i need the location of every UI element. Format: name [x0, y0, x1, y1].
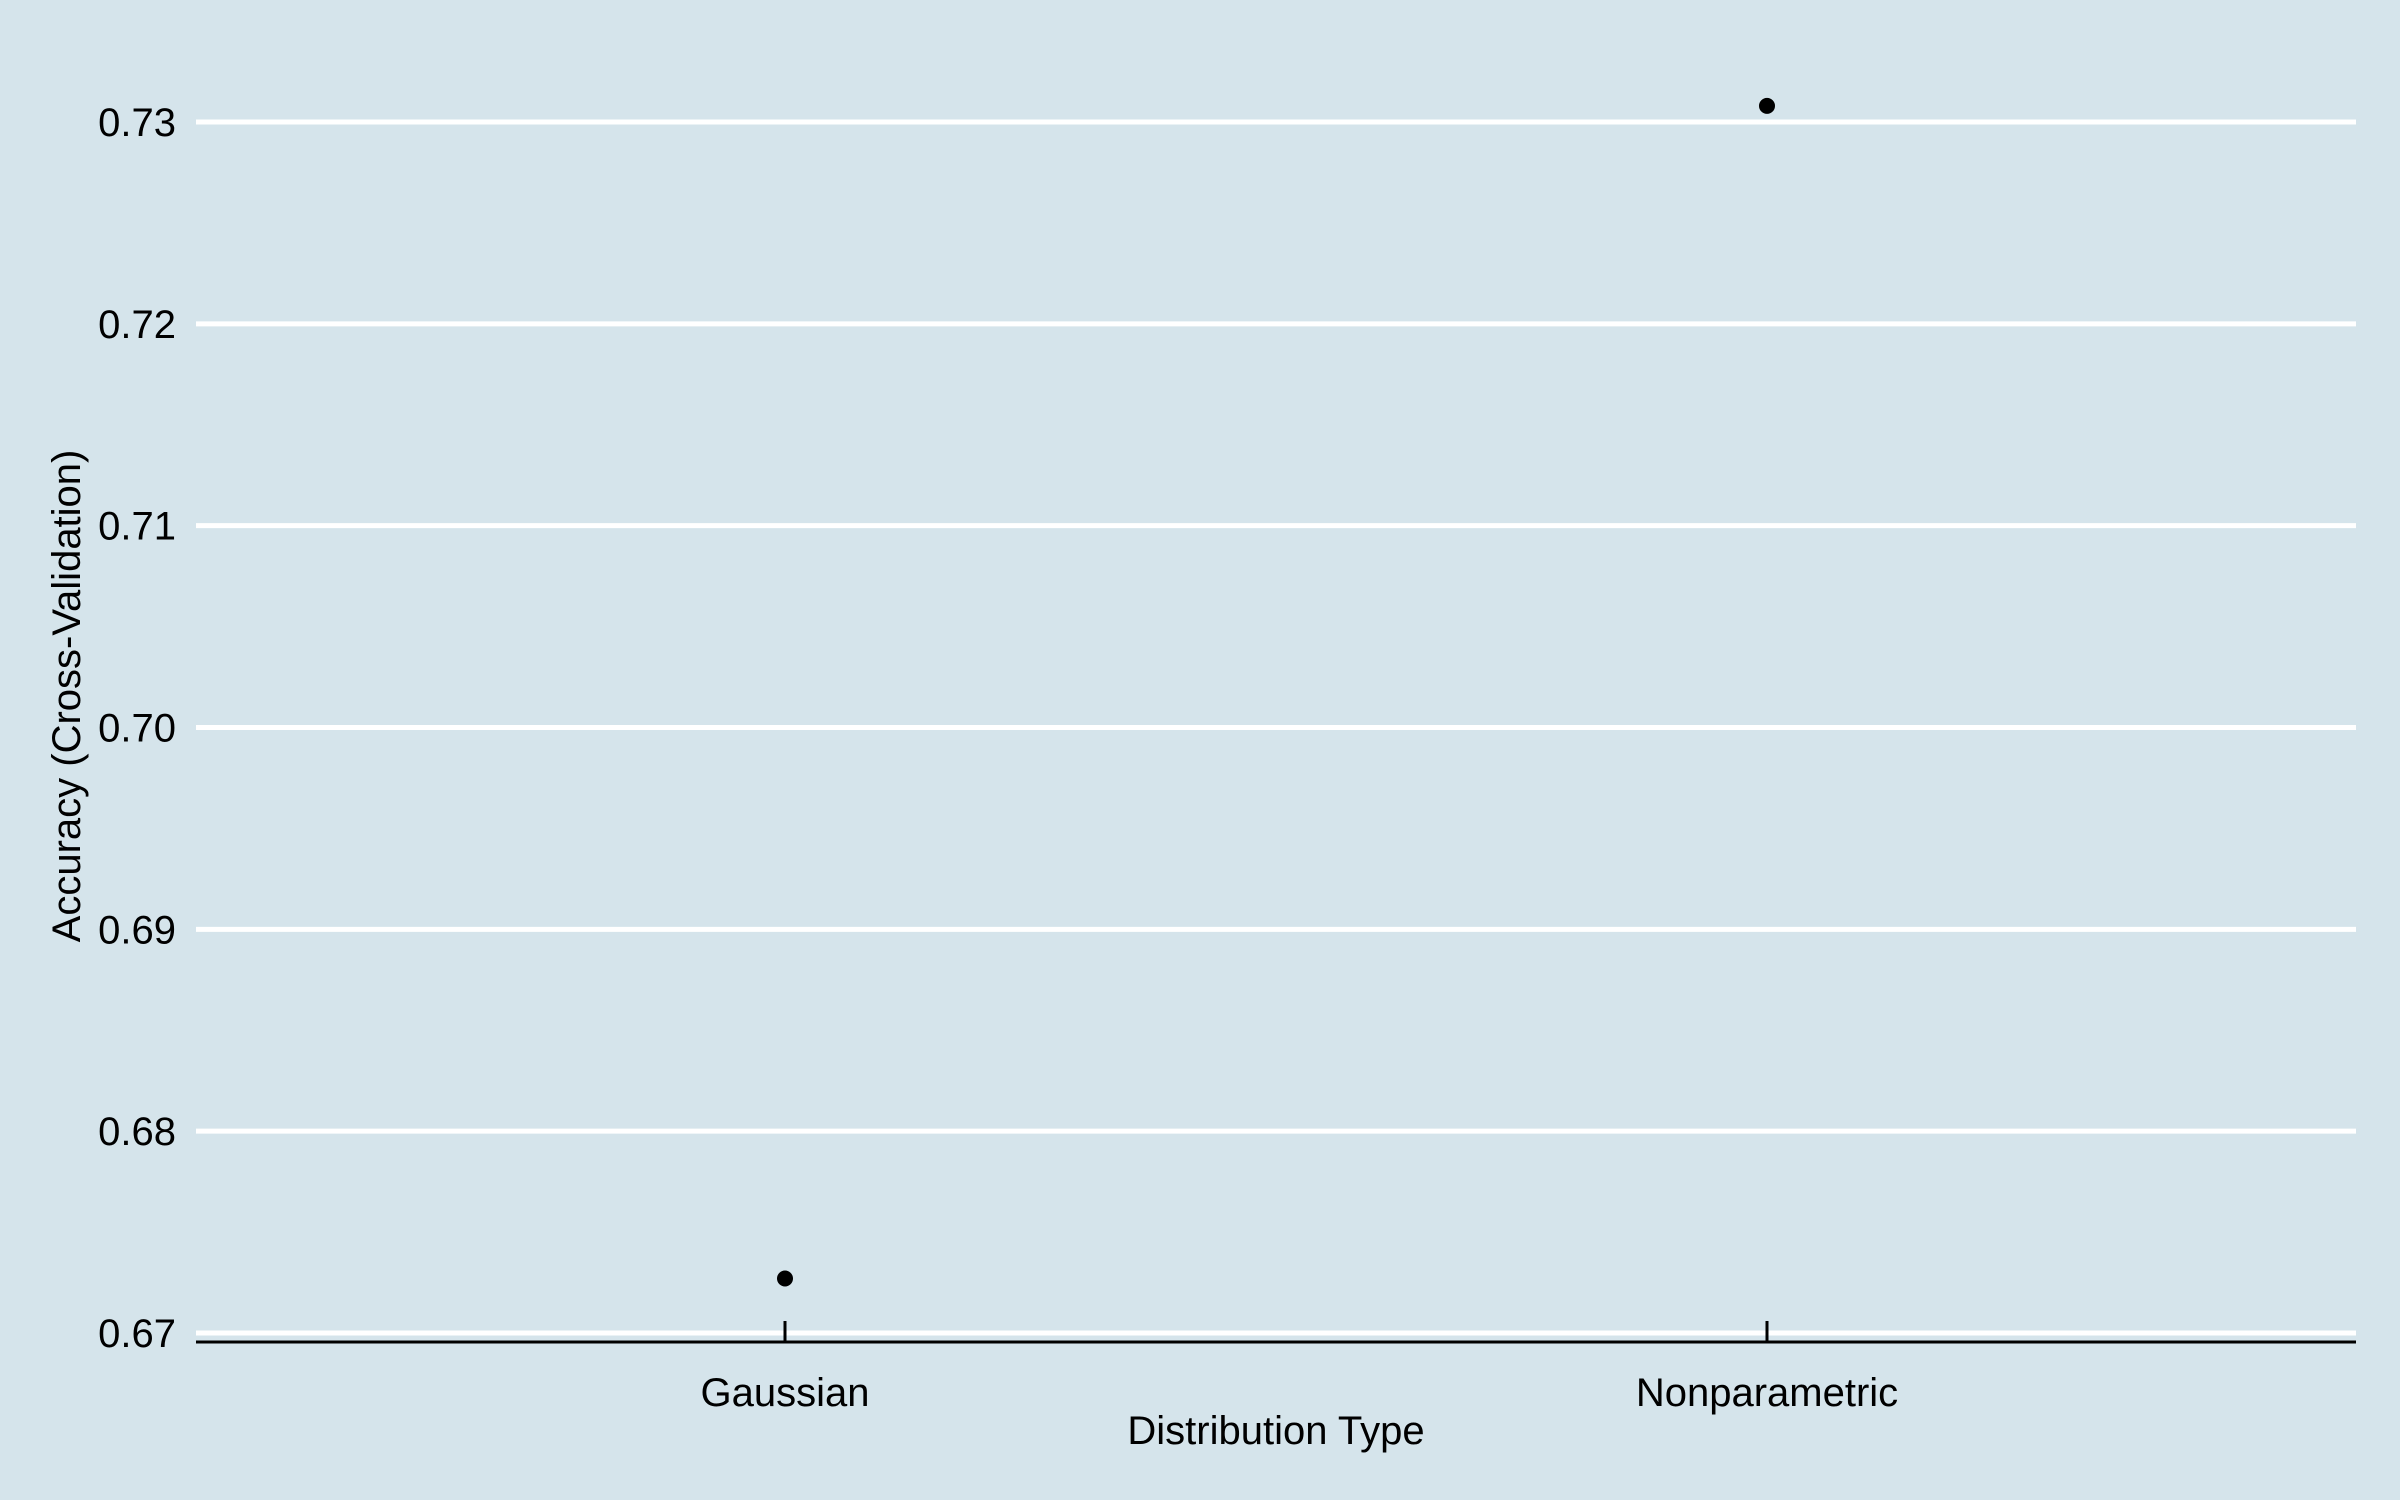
x-axis-title: Distribution Type: [1127, 1409, 1424, 1453]
y-tick-label: 0.70: [98, 707, 176, 751]
data-points: [777, 97, 1775, 1287]
y-tick-label: 0.69: [98, 908, 176, 952]
y-axis-title: Accuracy (Cross-Validation): [45, 450, 89, 943]
x-tick-label: Nonparametric: [1636, 1371, 1898, 1415]
y-tick-label: 0.71: [98, 505, 176, 549]
data-point: [777, 1270, 793, 1287]
y-axis-ticks: 0.67 0.68 0.69 0.70 0.71 0.72 0.73: [98, 101, 176, 1356]
gridlines: [196, 119, 2356, 1336]
x-axis-ticks: Gaussian Nonparametric: [701, 1321, 1898, 1415]
y-tick-label: 0.72: [98, 303, 176, 347]
y-tick-label: 0.67: [98, 1312, 176, 1356]
y-tick-label: 0.68: [98, 1110, 176, 1154]
data-point: [1759, 97, 1775, 114]
x-tick-label: Gaussian: [701, 1371, 870, 1415]
y-tick-label: 0.73: [98, 101, 176, 145]
